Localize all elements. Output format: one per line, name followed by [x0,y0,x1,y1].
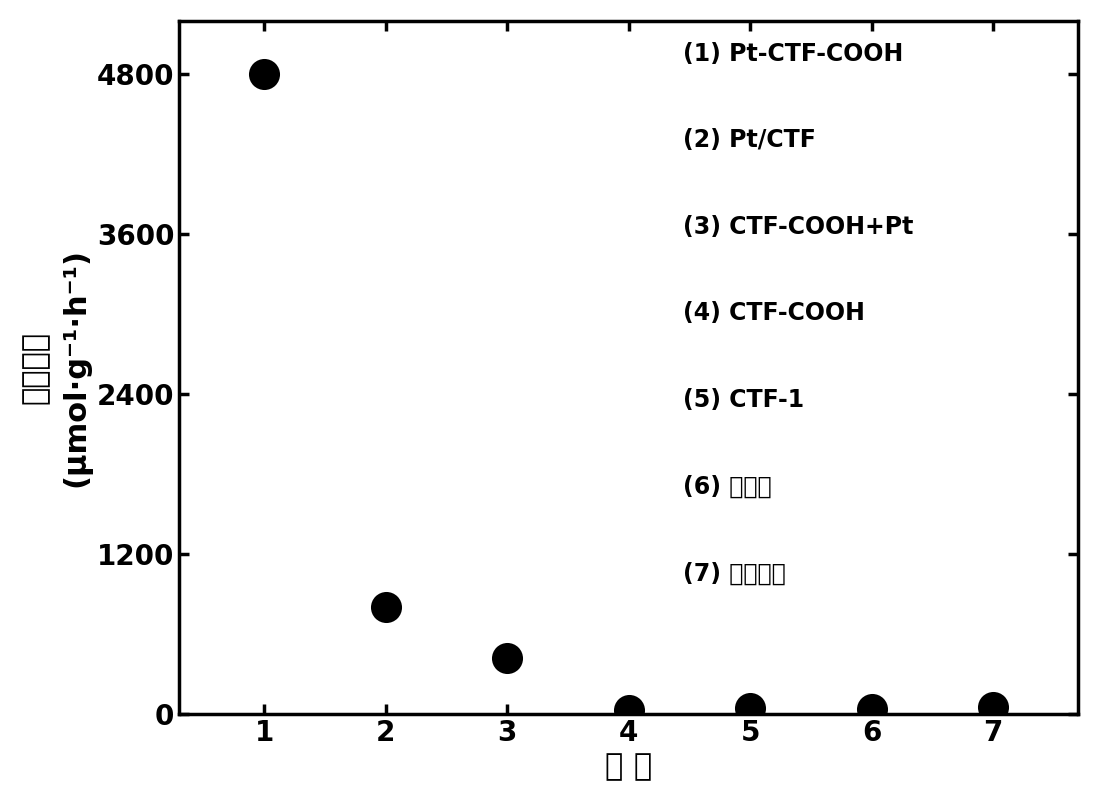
Text: (7) 无催化剂: (7) 无催化剂 [682,561,786,585]
Text: (2) Pt/CTF: (2) Pt/CTF [682,128,815,152]
Point [377,601,395,614]
Point [255,67,273,80]
Text: (3) CTF-COOH+Pt: (3) CTF-COOH+Pt [682,215,913,239]
Y-axis label: 产氢速率
(μmol·g⁻¹·h⁻¹): 产氢速率 (μmol·g⁻¹·h⁻¹) [21,248,91,487]
Point [499,651,517,664]
X-axis label: 样 品: 样 品 [606,752,653,781]
Text: (5) CTF-1: (5) CTF-1 [682,388,803,412]
Point [742,702,759,715]
Point [985,701,1002,714]
Text: (1) Pt-CTF-COOH: (1) Pt-CTF-COOH [682,42,903,66]
Text: (6) 无光照: (6) 无光照 [682,475,771,499]
Point [620,703,637,716]
Text: (4) CTF-COOH: (4) CTF-COOH [682,302,865,326]
Point [863,703,880,715]
